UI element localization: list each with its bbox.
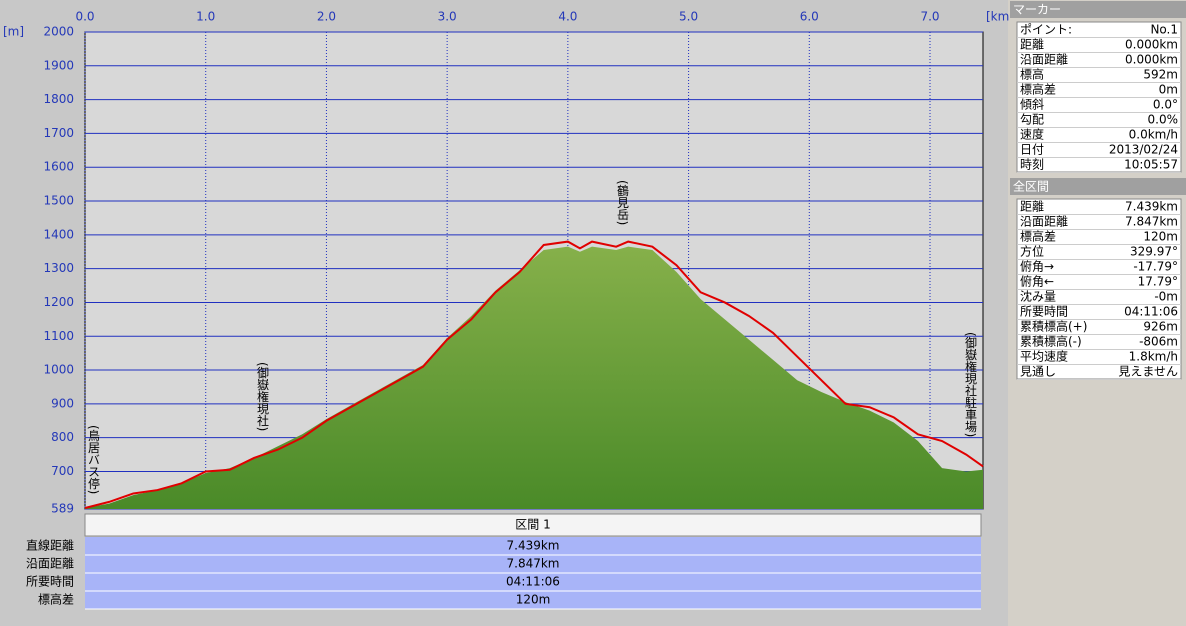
annotation: (鶴見岳) [616, 180, 630, 225]
y-axis-label: [m] [3, 25, 24, 39]
field-value: 17.79° [1138, 275, 1178, 289]
row-value: 7.439km [507, 539, 560, 553]
section-title: 区間 1 [515, 518, 550, 532]
field-label: 沿面距離 [1020, 53, 1068, 67]
y-tick-label: 1800 [43, 92, 74, 106]
x-tick-label: 4.0 [558, 10, 577, 24]
field-label: 標高差 [1020, 229, 1056, 244]
field-label: 勾配 [1020, 113, 1044, 127]
field-label: ポイント: [1020, 23, 1072, 37]
field-label: 累積標高(+) [1020, 319, 1087, 334]
field-value: 120m [1143, 230, 1178, 244]
x-tick-label: 7.0 [920, 10, 939, 24]
field-label: 時刻 [1020, 158, 1044, 172]
field-value: 0.0km/h [1129, 128, 1178, 142]
y-tick-label: 1200 [43, 295, 74, 309]
row-label: 所要時間 [26, 575, 74, 589]
field-label: 累積標高(-) [1020, 334, 1082, 349]
y-tick-label: 900 [51, 396, 74, 410]
field-value: 10:05:57 [1124, 158, 1178, 172]
field-label: 日付 [1020, 143, 1044, 157]
section-header [84, 513, 982, 537]
field-value: 7.439km [1125, 200, 1178, 214]
y-tick-label: 1700 [43, 126, 74, 140]
x-tick-label: 1.0 [196, 10, 215, 24]
field-label: 標高 [1020, 67, 1044, 82]
panel-header [1010, 178, 1186, 195]
annotation: (鳥居バス停) [87, 425, 101, 494]
field-label: 標高差 [1020, 82, 1056, 97]
field-value: 926m [1143, 320, 1178, 334]
y-tick-label: 700 [51, 464, 74, 478]
row-value: 04:11:06 [506, 575, 560, 589]
panel-title: 全区間 [1013, 179, 1049, 194]
field-value: 0.0% [1148, 113, 1179, 127]
x-tick-label: 2.0 [317, 10, 336, 24]
field-value: 0.000km [1125, 53, 1178, 67]
field-label: 平均速度 [1020, 349, 1068, 364]
track-line [84, 240, 984, 509]
y-tick-label: 589 [51, 502, 74, 516]
y-tick-label: 1300 [43, 261, 74, 275]
field-label: 方位 [1020, 244, 1044, 259]
y-tick-label: 2000 [43, 25, 74, 39]
field-value: 04:11:06 [1124, 305, 1178, 319]
field-value: 592m [1143, 68, 1178, 82]
y-tick-label: 1500 [43, 194, 74, 208]
field-value: 7.847km [1125, 215, 1178, 229]
annotation: (御嶽権現社) [256, 362, 270, 431]
field-value: 329.97° [1130, 245, 1178, 259]
field-value: 見えません [1118, 365, 1178, 379]
terrain-area [85, 246, 983, 509]
y-tick-label: 1900 [43, 58, 74, 72]
field-label: 傾斜 [1020, 98, 1044, 112]
y-tick-label: 800 [51, 430, 74, 444]
field-label: 俯角← [1020, 274, 1054, 289]
field-value: -806m [1139, 335, 1178, 349]
x-tick-label: 5.0 [679, 10, 698, 24]
row-value: 120m [516, 593, 551, 607]
x-tick-label: 0.0 [75, 10, 94, 24]
panel-header [1010, 1, 1186, 18]
annotation: (御嶽権現社駐車場) [964, 332, 978, 437]
field-value: 0.000km [1125, 38, 1178, 52]
y-tick-label: 1600 [43, 160, 74, 174]
y-tick-label: 1100 [43, 329, 74, 343]
field-label: 沿面距離 [1020, 215, 1068, 229]
field-value: No.1 [1150, 23, 1178, 37]
y-tick-label: 1400 [43, 227, 74, 241]
field-label: 沈み量 [1020, 289, 1056, 304]
field-label: 速度 [1020, 127, 1044, 142]
field-value: 0.0° [1153, 98, 1178, 112]
field-label: 見通し [1020, 365, 1056, 379]
panel-title: マーカー [1013, 3, 1061, 17]
field-value: 0m [1159, 83, 1178, 97]
row-label: 直線距離 [26, 538, 74, 553]
field-label: 俯角→ [1020, 259, 1054, 274]
field-value: 1.8km/h [1129, 350, 1178, 364]
field-label: 距離 [1020, 38, 1044, 52]
row-label: 沿面距離 [26, 557, 74, 571]
x-axis-label: [km] [986, 10, 1014, 24]
field-value: -0m [1154, 290, 1178, 304]
row-label: 標高差 [38, 592, 74, 607]
field-value: 2013/02/24 [1109, 143, 1178, 157]
field-label: 距離 [1020, 200, 1044, 214]
field-value: -17.79° [1133, 260, 1178, 274]
y-tick-label: 1000 [43, 363, 74, 377]
x-tick-label: 6.0 [800, 10, 819, 24]
x-tick-label: 3.0 [438, 10, 457, 24]
field-label: 所要時間 [1020, 305, 1068, 319]
row-value: 7.847km [507, 557, 560, 571]
